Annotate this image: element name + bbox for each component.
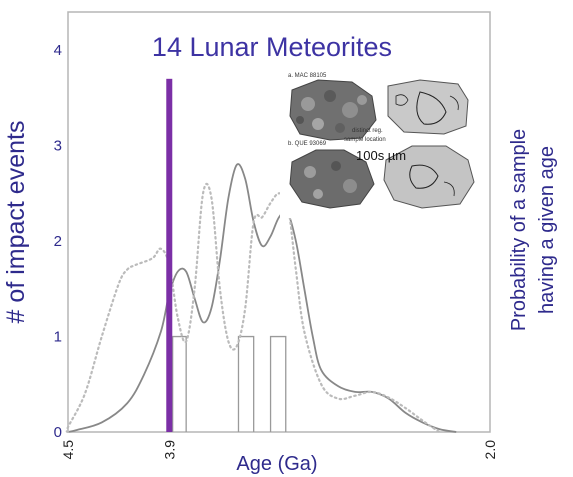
highlight-layer — [166, 78, 173, 433]
inset-scale-text: 100s µm — [356, 148, 406, 163]
sample-b-map — [383, 145, 475, 209]
inset-note-1: distinct reg. — [352, 128, 383, 134]
sample-a-image — [289, 79, 377, 141]
inset-note-2: sample location — [344, 137, 386, 143]
histogram-bar — [172, 335, 187, 432]
x-tick-labels: 4.5 3.9 2.0 — [60, 440, 498, 460]
sample-b-image — [289, 149, 375, 209]
chart-title: 14 Lunar Meteorites — [152, 32, 392, 62]
histogram — [172, 335, 287, 432]
y-tick-label: 2 — [54, 233, 62, 250]
sample-a-map — [387, 79, 469, 135]
y-axis-label-right-line1: Probability of a sample — [508, 129, 530, 331]
highlight-bar — [166, 78, 173, 433]
inset-label-b: b. QUE 93069 — [288, 141, 327, 147]
y-tick-label: 3 — [54, 138, 62, 155]
y-tick-label: 1 — [54, 329, 62, 346]
y-tick-label: 0 — [54, 424, 62, 441]
y-axis-label-right-line2: having a given age — [536, 146, 558, 314]
x-tick-label: 4.5 — [60, 440, 76, 460]
histogram-bar — [237, 335, 255, 432]
series-line-dotted — [65, 182, 441, 434]
y-axis-label: # of impact events — [2, 121, 30, 324]
y-tick-labels: 0 1 2 3 4 — [54, 42, 62, 441]
plot-frame — [67, 11, 491, 433]
y-tick-label: 4 — [54, 42, 62, 59]
x-tick-label: 3.9 — [161, 440, 177, 460]
histogram-bar — [269, 335, 287, 432]
inset-label-a: a. MAC 88105 — [288, 73, 327, 79]
meteorite-inset: a. MAC 88105 b. QUE 93069 — [280, 68, 476, 218]
curves — [65, 163, 457, 434]
x-axis-label: Age (Ga) — [236, 453, 317, 475]
x-tick-label: 2.0 — [482, 440, 498, 460]
